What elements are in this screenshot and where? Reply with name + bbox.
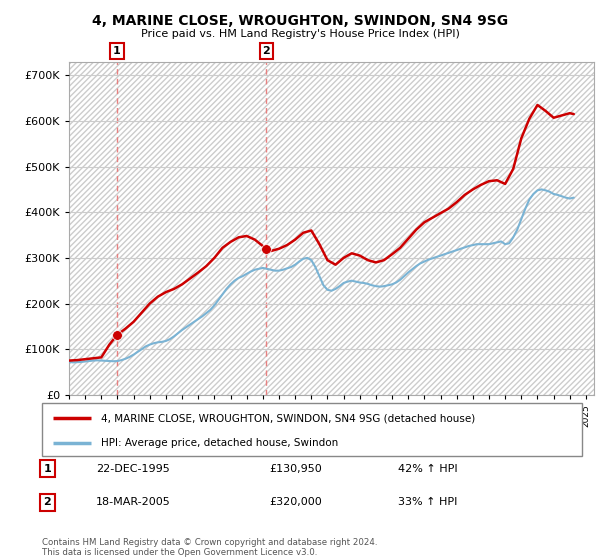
Text: 2: 2 xyxy=(262,46,270,56)
Text: Contains HM Land Registry data © Crown copyright and database right 2024.
This d: Contains HM Land Registry data © Crown c… xyxy=(42,538,377,557)
Text: 22-DEC-1995: 22-DEC-1995 xyxy=(96,464,170,474)
Text: 4, MARINE CLOSE, WROUGHTON, SWINDON, SN4 9SG: 4, MARINE CLOSE, WROUGHTON, SWINDON, SN4… xyxy=(92,14,508,28)
Text: £130,950: £130,950 xyxy=(269,464,322,474)
Text: HPI: Average price, detached house, Swindon: HPI: Average price, detached house, Swin… xyxy=(101,437,338,447)
Text: £320,000: £320,000 xyxy=(269,497,322,507)
FancyBboxPatch shape xyxy=(42,403,582,456)
Text: Price paid vs. HM Land Registry's House Price Index (HPI): Price paid vs. HM Land Registry's House … xyxy=(140,29,460,39)
Text: 4, MARINE CLOSE, WROUGHTON, SWINDON, SN4 9SG (detached house): 4, MARINE CLOSE, WROUGHTON, SWINDON, SN4… xyxy=(101,413,476,423)
Text: 33% ↑ HPI: 33% ↑ HPI xyxy=(398,497,458,507)
Text: 2: 2 xyxy=(44,497,51,507)
Text: 42% ↑ HPI: 42% ↑ HPI xyxy=(398,464,458,474)
Text: 18-MAR-2005: 18-MAR-2005 xyxy=(96,497,171,507)
Text: 1: 1 xyxy=(113,46,121,56)
Text: 1: 1 xyxy=(44,464,51,474)
